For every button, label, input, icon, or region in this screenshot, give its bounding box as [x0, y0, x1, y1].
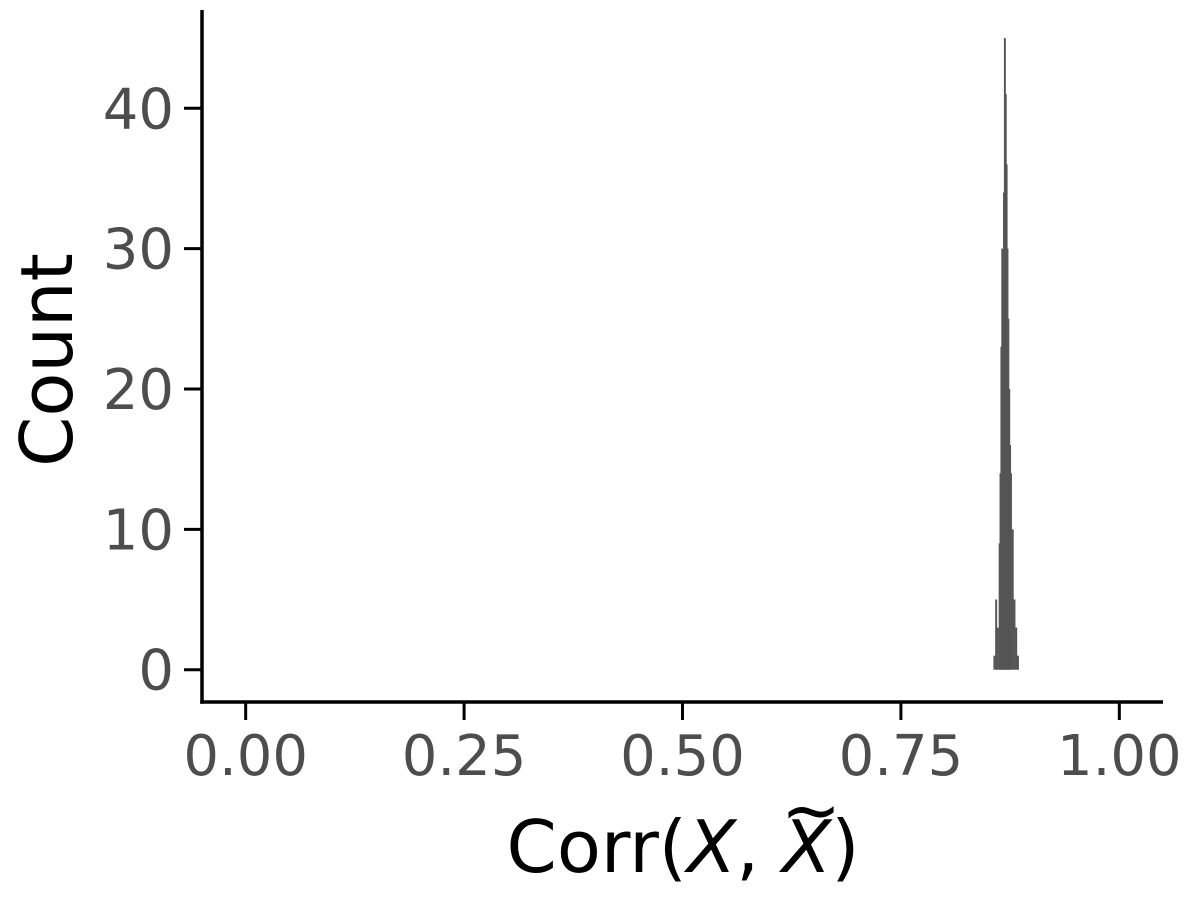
y-tick-label: 0 [138, 639, 174, 704]
histogram-bar-20 [1017, 655, 1019, 670]
x-tick-label: 0.00 [183, 724, 308, 789]
y-axis-ticks: 0 10 20 30 40 [103, 77, 202, 704]
y-tick-label: 30 [103, 218, 174, 283]
y-axis-title: Count [5, 253, 89, 467]
histogram-bar-19 [1015, 627, 1018, 670]
y-tick-label: 10 [103, 498, 174, 563]
histogram-bar-16 [1010, 473, 1012, 670]
histogram-bar-1 [995, 599, 998, 670]
y-tick-label: 40 [103, 77, 174, 142]
histogram-bar-0 [993, 655, 996, 670]
x-axis-title-tilde-accent: ~ [781, 768, 841, 852]
histogram-bar-18 [1013, 599, 1016, 670]
x-tick-label: 1.00 [1057, 724, 1182, 789]
histogram-bar-17 [1011, 529, 1014, 670]
histogram-bar-2 [996, 627, 999, 670]
y-tick-label: 20 [103, 358, 174, 423]
histogram-bars [993, 38, 1019, 670]
x-axis-ticks: 0.00 0.25 0.50 0.75 1.00 [183, 702, 1182, 789]
x-tick-label: 0.75 [839, 724, 964, 789]
x-tick-label: 0.50 [620, 724, 745, 789]
x-axis-title: Corr(X, X) [507, 805, 860, 889]
x-tick-label: 0.25 [402, 724, 527, 789]
